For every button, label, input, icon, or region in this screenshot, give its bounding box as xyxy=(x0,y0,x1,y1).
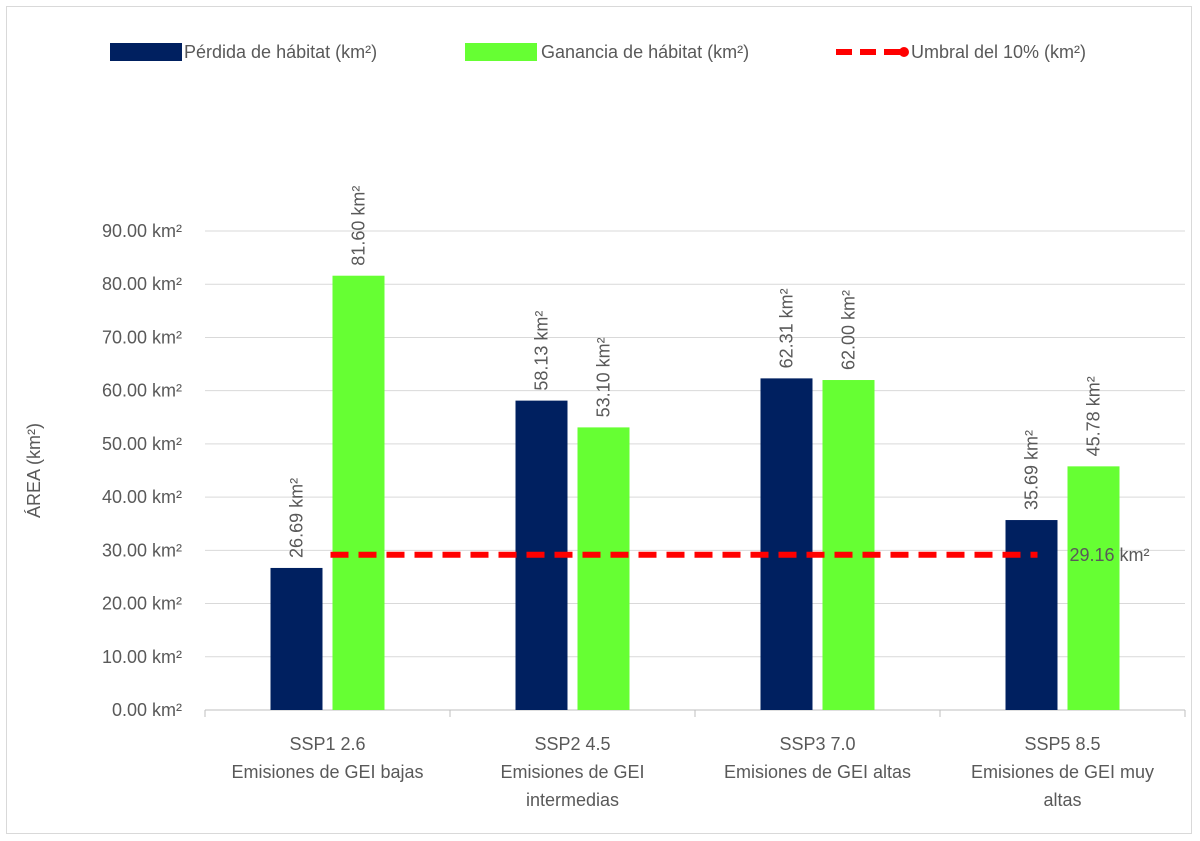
y-tick-label: 70.00 km² xyxy=(102,327,182,347)
bar-ganancia xyxy=(332,275,385,710)
legend-label-umbral: Umbral del 10% (km²) xyxy=(911,42,1086,62)
legend-swatch-perdida xyxy=(110,43,182,61)
bar-perdida xyxy=(1005,520,1058,710)
x-tick-label: SSP5 8.5 xyxy=(1024,734,1100,754)
data-label: 62.31 km² xyxy=(777,288,797,368)
x-tick-label: intermedias xyxy=(526,790,619,810)
data-label: 26.69 km² xyxy=(287,478,307,558)
y-tick-label: 30.00 km² xyxy=(102,540,182,560)
data-label: 58.13 km² xyxy=(532,311,552,391)
legend-swatch-ganancia xyxy=(465,43,537,61)
y-tick-label: 0.00 km² xyxy=(112,700,182,720)
threshold-label: 29.16 km² xyxy=(1070,545,1150,565)
y-axis-title: ÁREA (km²) xyxy=(24,423,44,518)
data-label: 35.69 km² xyxy=(1022,430,1042,510)
y-tick-label: 60.00 km² xyxy=(102,381,182,401)
y-tick-label: 80.00 km² xyxy=(102,274,182,294)
data-label: 81.60 km² xyxy=(349,186,369,266)
data-label: 62.00 km² xyxy=(839,290,859,370)
x-tick-label: Emisiones de GEI bajas xyxy=(231,762,423,782)
x-tick-label: SSP2 4.5 xyxy=(534,734,610,754)
x-tick-label: Emisiones de GEI altas xyxy=(724,762,911,782)
bar-ganancia xyxy=(577,427,630,710)
y-tick-label: 90.00 km² xyxy=(102,221,182,241)
x-tick-label: SSP1 2.6 xyxy=(289,734,365,754)
y-tick-label: 50.00 km² xyxy=(102,434,182,454)
bar-perdida xyxy=(270,567,323,710)
y-tick-label: 20.00 km² xyxy=(102,594,182,614)
x-tick-label: Emisiones de GEI xyxy=(500,762,644,782)
x-tick-label: Emisiones de GEI muy xyxy=(971,762,1154,782)
bar-ganancia xyxy=(1067,466,1120,710)
legend-marker-umbral xyxy=(899,47,909,57)
data-label: 53.10 km² xyxy=(594,337,614,417)
legend-label-perdida: Pérdida de hábitat (km²) xyxy=(184,42,377,62)
bar-perdida xyxy=(760,378,813,710)
x-tick-label: altas xyxy=(1043,790,1081,810)
y-tick-label: 10.00 km² xyxy=(102,647,182,667)
data-label: 45.78 km² xyxy=(1084,376,1104,456)
bar-ganancia xyxy=(822,380,875,710)
y-tick-label: 40.00 km² xyxy=(102,487,182,507)
x-tick-label: SSP3 7.0 xyxy=(779,734,855,754)
legend-label-ganancia: Ganancia de hábitat (km²) xyxy=(541,42,749,62)
